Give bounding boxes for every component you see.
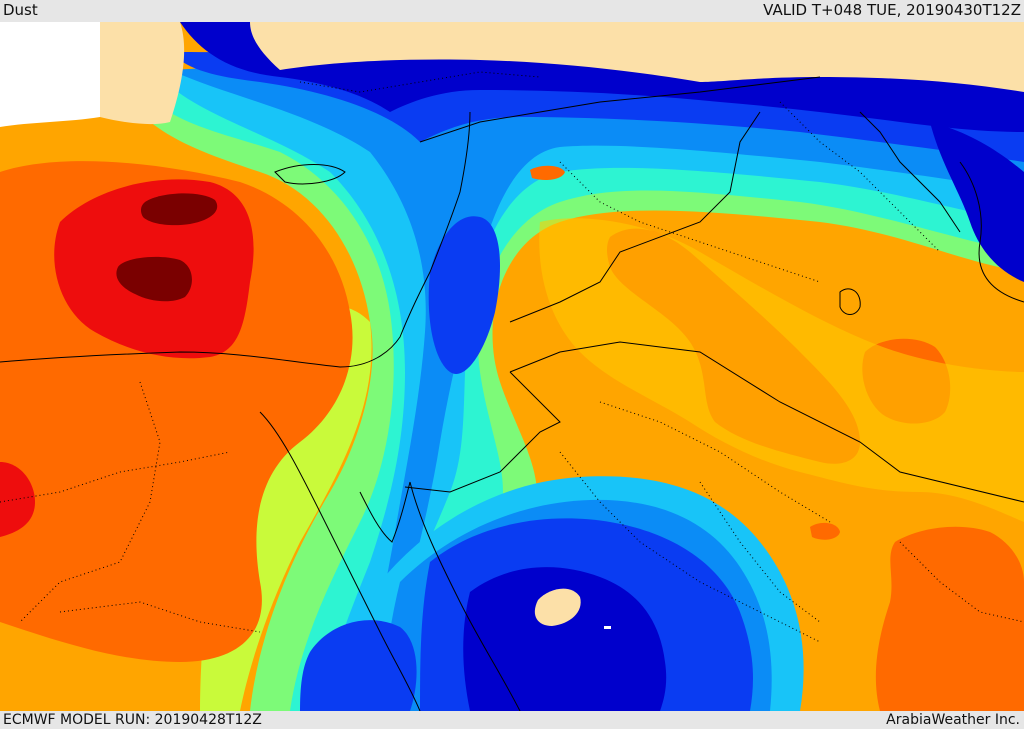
dust-map-canvas: [0, 22, 1024, 711]
title-bar: Dust VALID T+048 TUE, 20190430T12Z: [0, 0, 1024, 22]
dust-contour-arabia-orange-5: [530, 165, 565, 180]
dust-contour-arabia-orange-3: [875, 526, 1024, 711]
dust-contour-red-west-edge: [0, 462, 35, 537]
no-data-land-northeast: [250, 22, 1024, 92]
dust-contour-maroon-1: [140, 193, 218, 226]
footer-bar: ECMWF MODEL RUN: 20190428T12Z ArabiaWeat…: [0, 711, 1024, 729]
dust-contour-aqua: [140, 68, 1024, 711]
coastline-egypt-redsea: [259, 411, 421, 711]
province-line-libya: [0, 451, 231, 503]
coastline-qatar: [839, 288, 861, 315]
dust-contour-sky: [160, 68, 1024, 711]
border-jordan-saudi: [404, 371, 561, 493]
province-line-saudi-2: [559, 451, 821, 643]
no-data-dot: [604, 626, 611, 629]
dust-contour-east-navy: [930, 122, 1024, 282]
model-run: ECMWF MODEL RUN: 20190428T12Z: [3, 712, 262, 728]
coastline-sinai: [359, 481, 411, 543]
dust-contour-green: [120, 63, 1024, 711]
province-line-saudi-3: [699, 481, 821, 623]
province-lines: [0, 71, 1024, 643]
province-line-sudan: [59, 601, 261, 633]
dust-contour-sw-blue: [300, 620, 417, 711]
coastline-gulf: [959, 161, 1024, 303]
province-line-egypt: [19, 381, 161, 623]
no-data-land-yemen: [534, 588, 581, 626]
sea-white-northwest: [0, 22, 100, 127]
coastline-cyprus: [274, 164, 346, 185]
province-line-iraq: [559, 161, 821, 283]
coastlines: [0, 111, 1024, 711]
dust-contour-south-navy: [463, 567, 667, 711]
no-data-land-north: [100, 22, 185, 125]
dust-contour-levant-blue: [428, 216, 500, 374]
borders: [404, 76, 1024, 503]
product-title: Dust: [3, 1, 38, 19]
valid-time: VALID T+048 TUE, 20190430T12Z: [763, 1, 1021, 19]
coastline-mediterranean: [0, 111, 471, 368]
credit: ArabiaWeather Inc.: [886, 712, 1020, 728]
border-turkey-syria: [419, 76, 821, 143]
dust-contour-yellow-east: [539, 218, 1024, 522]
border-iraq-syria: [509, 111, 761, 323]
dust-map[interactable]: [0, 22, 1024, 711]
coastline-arabia-redsea: [409, 481, 521, 711]
dust-contour-arabia-orange-4: [810, 522, 840, 540]
border-iran-iraq: [859, 111, 961, 233]
dust-contour-maroon-2: [116, 256, 192, 302]
province-line-turkey: [299, 71, 541, 93]
province-line-oman: [899, 541, 1024, 623]
border-iraq-saudi: [509, 341, 1024, 503]
